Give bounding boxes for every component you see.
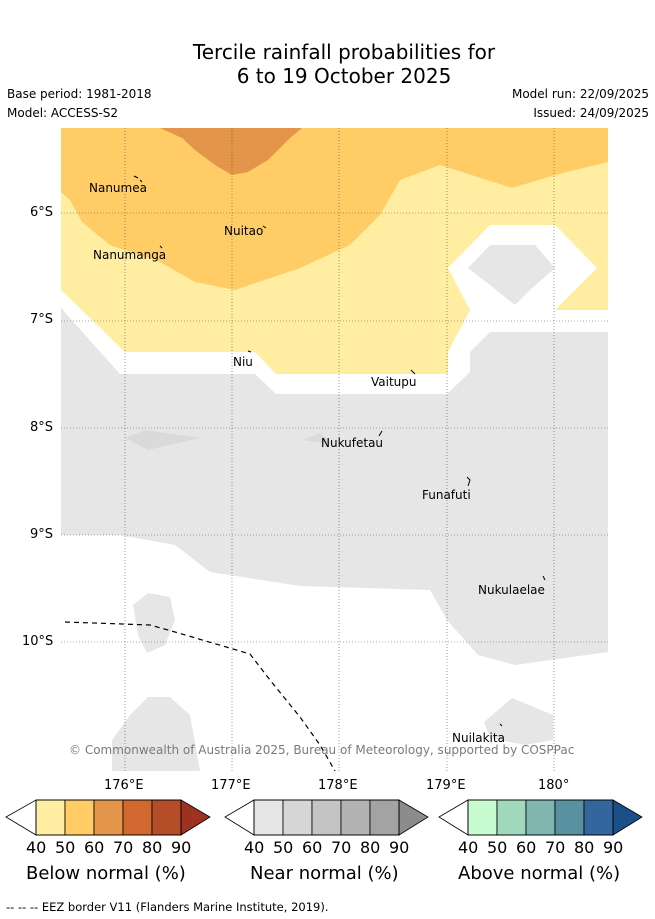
- below-normal-swatch-80: [151, 799, 182, 836]
- below-normal-max-arrow: [180, 799, 211, 836]
- title-line-2: 6 to 19 October 2025: [236, 64, 452, 88]
- near-tick-90: 90: [389, 838, 410, 857]
- above-normal-swatch-70: [554, 799, 585, 836]
- white-gap: [448, 225, 597, 310]
- model-name: Model: ACCESS-S2: [7, 106, 119, 120]
- base-period: Base period: 1981-2018: [7, 87, 152, 101]
- place-nanumanga: Nanumanga: [93, 248, 167, 262]
- below-normal-title: Below normal (%): [26, 863, 186, 884]
- below-normal-min-arrow: [5, 799, 37, 836]
- near-tick-40: 40: [244, 838, 265, 857]
- below-normal-50-region: [61, 128, 608, 290]
- lon-label-180: 180°: [538, 778, 570, 793]
- place-nuitao: Nuitao: [224, 224, 264, 238]
- colorbar-above-normal: [438, 799, 643, 836]
- below-tick-90: 90: [171, 838, 192, 857]
- place-nukufetau: Nukufetau: [321, 436, 384, 450]
- map-title: Tercile rainfall probabilities for 6 to …: [0, 40, 655, 88]
- issued-date: Issued: 24/09/2025: [533, 106, 649, 120]
- place-niu: Niu: [233, 355, 253, 369]
- below-tick-50: 50: [55, 838, 76, 857]
- near-tick-60: 60: [302, 838, 323, 857]
- below-tick-80: 80: [142, 838, 163, 857]
- above-tick-50: 50: [487, 838, 508, 857]
- above-tick-70: 70: [545, 838, 566, 857]
- above-normal-title: Above normal (%): [458, 863, 621, 884]
- lat-label-6s: 6°S: [30, 205, 54, 220]
- near-normal-blob-4: [125, 430, 200, 450]
- below-normal-60-region: [160, 128, 302, 175]
- above-tick-80: 80: [574, 838, 595, 857]
- near-tick-70: 70: [331, 838, 352, 857]
- colorbars: [5, 799, 643, 836]
- near-normal-min-arrow: [224, 799, 255, 836]
- lat-label-9s: 9°S: [30, 527, 54, 542]
- place-nuilakita: Nuilakita: [452, 731, 505, 745]
- near-normal-title: Near normal (%): [250, 863, 399, 884]
- place-vaitupu: Vaitupu: [371, 375, 417, 389]
- below-tick-70: 70: [113, 838, 134, 857]
- near-normal-max-arrow: [398, 799, 429, 836]
- lon-label-178e: 178°E: [318, 778, 358, 793]
- above-tick-40: 40: [458, 838, 479, 857]
- lon-label-176e: 176°E: [104, 778, 144, 793]
- near-normal-region: [61, 308, 608, 665]
- near-normal-swatch-70: [340, 799, 371, 836]
- place-nanumea: Nanumea: [89, 181, 147, 195]
- near-normal-blob-2: [112, 697, 200, 771]
- lon-label-179e: 179°E: [426, 778, 466, 793]
- below-tick-60: 60: [84, 838, 105, 857]
- above-normal-swatch-50: [496, 799, 527, 836]
- near-tick-80: 80: [360, 838, 381, 857]
- eez-legend-note: -- -- -- EEZ border V11 (Flanders Marine…: [6, 900, 329, 914]
- near-normal-blob-1: [133, 593, 175, 653]
- map-area: [61, 128, 608, 771]
- eez-border: [64, 621, 336, 771]
- below-tick-40: 40: [26, 838, 47, 857]
- below-normal-swatch-40: [35, 799, 66, 836]
- near-normal-swatch-40: [253, 799, 284, 836]
- copyright-note: © Commonwealth of Australia 2025, Bureau…: [69, 743, 575, 757]
- lat-label-10s: 10°S: [22, 634, 54, 649]
- near-normal-swatch-80: [369, 799, 400, 836]
- near-normal-swatch-50: [282, 799, 313, 836]
- near-normal-blob-3: [484, 698, 553, 745]
- lat-label-7s: 7°S: [30, 312, 54, 327]
- below-normal-swatch-50: [64, 799, 95, 836]
- above-normal-swatch-60: [525, 799, 556, 836]
- model-run: Model run: 22/09/2025: [511, 87, 649, 101]
- above-normal-min-arrow: [438, 799, 469, 836]
- near-normal-blob-5: [302, 433, 335, 445]
- above-tick-90: 90: [603, 838, 624, 857]
- title-line-1: Tercile rainfall probabilities for: [192, 40, 496, 64]
- above-normal-swatch-40: [467, 799, 498, 836]
- colorbar-below-normal: [5, 799, 211, 836]
- place-funafuti: Funafuti: [422, 488, 471, 502]
- near-normal-swatch-60: [311, 799, 342, 836]
- grid-lines: [61, 128, 608, 771]
- below-normal-swatch-60: [93, 799, 124, 836]
- above-tick-60: 60: [516, 838, 537, 857]
- below-normal-swatch-70: [122, 799, 153, 836]
- near-tick-50: 50: [273, 838, 294, 857]
- place-nukulaelae: Nukulaelae: [478, 583, 545, 597]
- island-marks: [133, 175, 546, 727]
- above-normal-swatch-80: [583, 799, 614, 836]
- above-normal-max-arrow: [612, 799, 643, 836]
- colorbar-near-normal: [224, 799, 429, 836]
- lon-label-177e: 177°E: [211, 778, 251, 793]
- lat-label-8s: 8°S: [30, 420, 54, 435]
